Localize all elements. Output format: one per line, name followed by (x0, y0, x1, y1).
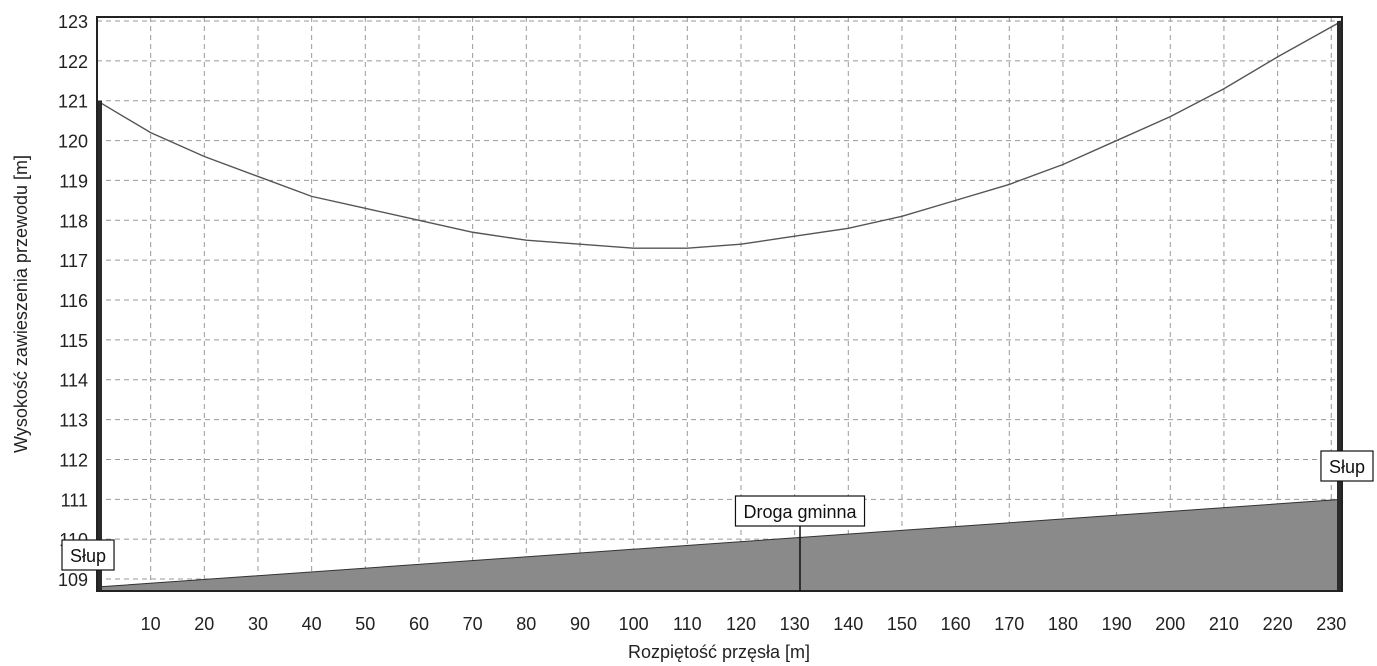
y-tick-label: 109 (58, 570, 88, 590)
x-tick-label: 70 (463, 614, 483, 634)
y-tick-label: 121 (58, 92, 88, 112)
x-tick-label: 40 (302, 614, 322, 634)
pole-2-callout: Słup (1320, 450, 1374, 482)
y-axis-label: Wysokość zawieszenia przewodu [m] (11, 155, 31, 453)
pole-1-callout: Słup (61, 539, 115, 571)
vertical-gridlines (150, 17, 1332, 591)
y-tick-label: 120 (58, 132, 88, 152)
x-tick-label: 190 (1102, 614, 1132, 634)
pole-2-callout-label: Słup (1329, 457, 1365, 477)
pole-layer (96, 20, 1343, 592)
x-tick-label: 220 (1263, 614, 1293, 634)
y-tick-label: 123 (58, 12, 88, 32)
y-tick-label: 116 (59, 291, 88, 311)
x-tick-label: 90 (570, 614, 590, 634)
x-tick-label: 200 (1155, 614, 1185, 634)
x-tick-label: 140 (833, 614, 863, 634)
horizontal-gridlines (97, 20, 1342, 580)
conductor-line (96, 20, 1343, 249)
x-tick-label: 160 (941, 614, 971, 634)
x-tick-label: 180 (1048, 614, 1078, 634)
x-tick-label: 20 (194, 614, 214, 634)
road-callout: Droga gminna (734, 495, 866, 527)
y-tick-label: 119 (59, 171, 88, 191)
y-tick-label: 122 (58, 52, 88, 72)
conductor-layer (96, 20, 1343, 249)
x-tick-label: 30 (248, 614, 268, 634)
callout-layer: Słup Słup Droga gminna (61, 450, 1374, 591)
x-tick-label: 120 (726, 614, 756, 634)
x-tick-label: 150 (887, 614, 917, 634)
road-callout-label: Droga gminna (743, 502, 857, 522)
pole-1 (96, 100, 102, 591)
pole-1-callout-box (61, 539, 115, 571)
y-tick-labels: 1091101111121131141151161171181191201211… (58, 12, 88, 590)
y-tick-label: 115 (59, 331, 88, 351)
x-tick-label: 80 (516, 614, 536, 634)
y-tick-label: 114 (59, 371, 88, 391)
y-tick-label: 113 (59, 411, 88, 431)
x-axis-label: Rozpiętość przęsła [m] (628, 642, 810, 662)
x-tick-label: 170 (994, 614, 1024, 634)
x-tick-label: 60 (409, 614, 429, 634)
y-tick-label: 117 (59, 251, 88, 271)
x-tick-labels: 10 20 30 40 50 60 70 80 90 100 110 120 130 140 150 160 1… (141, 614, 1347, 634)
x-tick-label: 110 (673, 614, 702, 634)
pole-2 (1337, 20, 1343, 592)
plot-background (97, 17, 1342, 591)
plot-frame (96, 16, 1343, 592)
pole-1-callout-label: Słup (70, 546, 106, 566)
x-tick-label: 230 (1316, 614, 1346, 634)
x-tick-label: 100 (619, 614, 649, 634)
y-tick-label: 112 (59, 450, 88, 470)
y-tick-label: 111 (61, 490, 88, 510)
y-tick-label: 118 (59, 211, 88, 231)
x-tick-label: 210 (1209, 614, 1239, 634)
x-tick-label: 10 (141, 614, 161, 634)
x-tick-label: 50 (355, 614, 375, 634)
pole-2-callout-box (1320, 450, 1374, 482)
x-tick-label: 130 (780, 614, 810, 634)
